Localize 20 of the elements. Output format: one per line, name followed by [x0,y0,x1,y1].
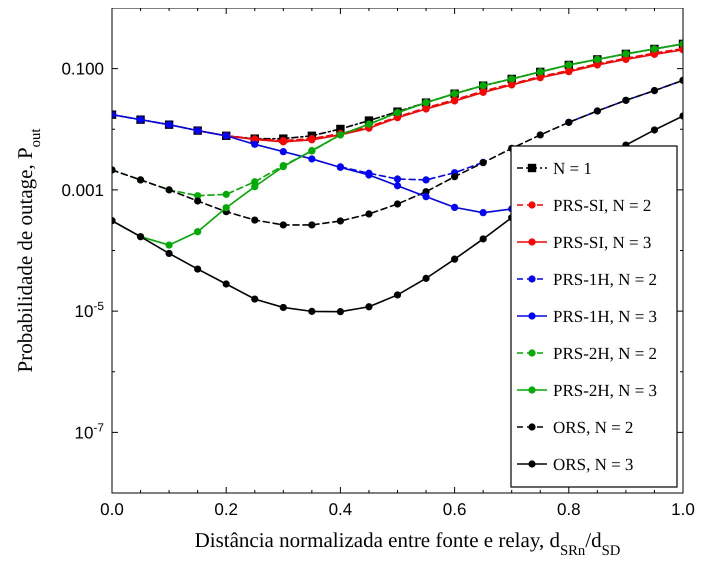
x-tick-label: 0.2 [214,500,238,519]
legend-label: PRS-2H, N = 3 [553,381,658,400]
x-tick-label: 0.8 [556,500,581,519]
y-tick-label: 10$^{-5}$ [74,299,104,322]
y-tick-label: 10$^{-7}$ [74,420,104,442]
legend-label: PRS-2H, N = 2 [553,344,658,363]
legend-label: PRS-SI, N = 2 [553,196,652,215]
legend-label: PRS-SI, N = 3 [553,233,652,252]
x-axis-title: Distância normalizada entre fonte e relay, d$_{SRn}$/d$_{SD}$ [194,528,621,559]
x-tick-label: 0.6 [442,500,466,519]
x-tick-label: 0.0 [100,500,124,519]
y-tick-label: 0.100 [61,60,104,79]
x-tick-label: 1.0 [671,500,695,519]
legend-label: ORS, N = 3 [553,455,634,474]
legend-label: PRS-1H, N = 2 [553,270,658,289]
x-tick-label: 0.4 [328,500,352,519]
y-tick-label: 0.001 [61,180,104,200]
legend-label: PRS-1H, N = 3 [553,307,658,326]
legend-label: ORS, N = 2 [553,418,634,437]
legend-label: N = 1 [553,159,592,178]
